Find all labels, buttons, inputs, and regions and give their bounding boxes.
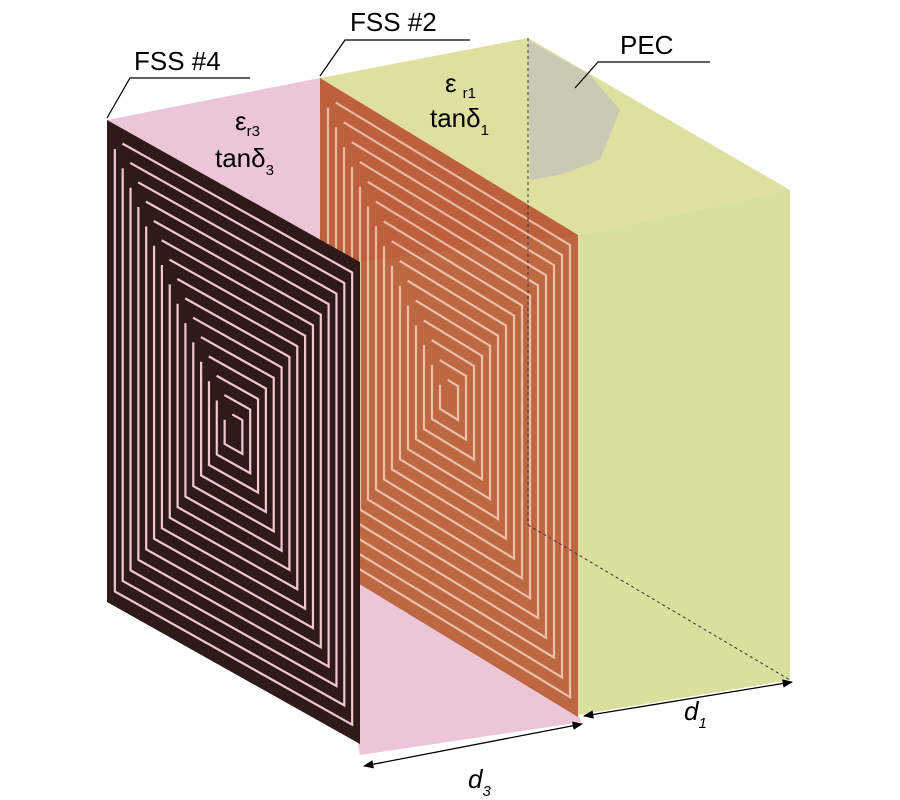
spiral-gap <box>400 276 498 519</box>
loss-tangent-1: tanδ1 <box>430 103 489 139</box>
spiral-gap <box>416 316 482 480</box>
spiral-gap <box>170 275 298 589</box>
spiral-gap <box>368 197 530 598</box>
right-face <box>578 190 790 715</box>
dimension-arrow <box>582 679 794 719</box>
spiral-gap <box>185 313 281 550</box>
pec-label: PEC <box>620 30 673 60</box>
spiral-gap <box>154 236 313 628</box>
fss4-plate <box>107 120 360 744</box>
permittivity-1: ε r1 <box>445 68 476 102</box>
spiral-gap <box>193 333 273 531</box>
spiral-gap <box>217 391 250 473</box>
spiral-gap <box>209 371 258 492</box>
permittivity-3: εr3 <box>235 106 260 140</box>
spiral-gap <box>376 217 522 579</box>
spiral-gap <box>162 255 305 608</box>
plate-pattern <box>320 78 578 717</box>
spiral-gap <box>123 159 345 706</box>
dimension-arrow <box>362 721 584 769</box>
dimension-3: d3 <box>468 764 491 800</box>
fss2-plate <box>320 78 578 717</box>
spiral-gap <box>178 294 290 570</box>
spiral-gap <box>138 197 328 666</box>
spiral-gap <box>424 336 474 460</box>
fss4-label: FSS #4 <box>134 46 221 76</box>
spiral-gap <box>201 352 266 512</box>
spiral-gap <box>432 355 466 439</box>
dimension-1: d1 <box>684 696 707 732</box>
spiral-gap <box>384 236 514 558</box>
loss-tangent-3: tanδ3 <box>215 143 274 179</box>
spiral-gap <box>408 296 490 499</box>
spiral-gap <box>440 375 458 420</box>
leader <box>106 77 250 119</box>
pec-blob <box>528 40 620 180</box>
spiral-gap <box>146 217 321 648</box>
leader <box>319 39 470 77</box>
bottom-face-3 <box>320 560 582 755</box>
spiral-gap <box>392 256 506 538</box>
hidden-edge <box>527 524 791 681</box>
plate-pattern <box>107 120 360 744</box>
spiral-gap <box>225 410 243 454</box>
leader <box>574 61 710 89</box>
spiral-gap <box>115 139 352 724</box>
spiral-gap <box>131 178 337 686</box>
fss2-label: FSS #2 <box>350 7 437 37</box>
